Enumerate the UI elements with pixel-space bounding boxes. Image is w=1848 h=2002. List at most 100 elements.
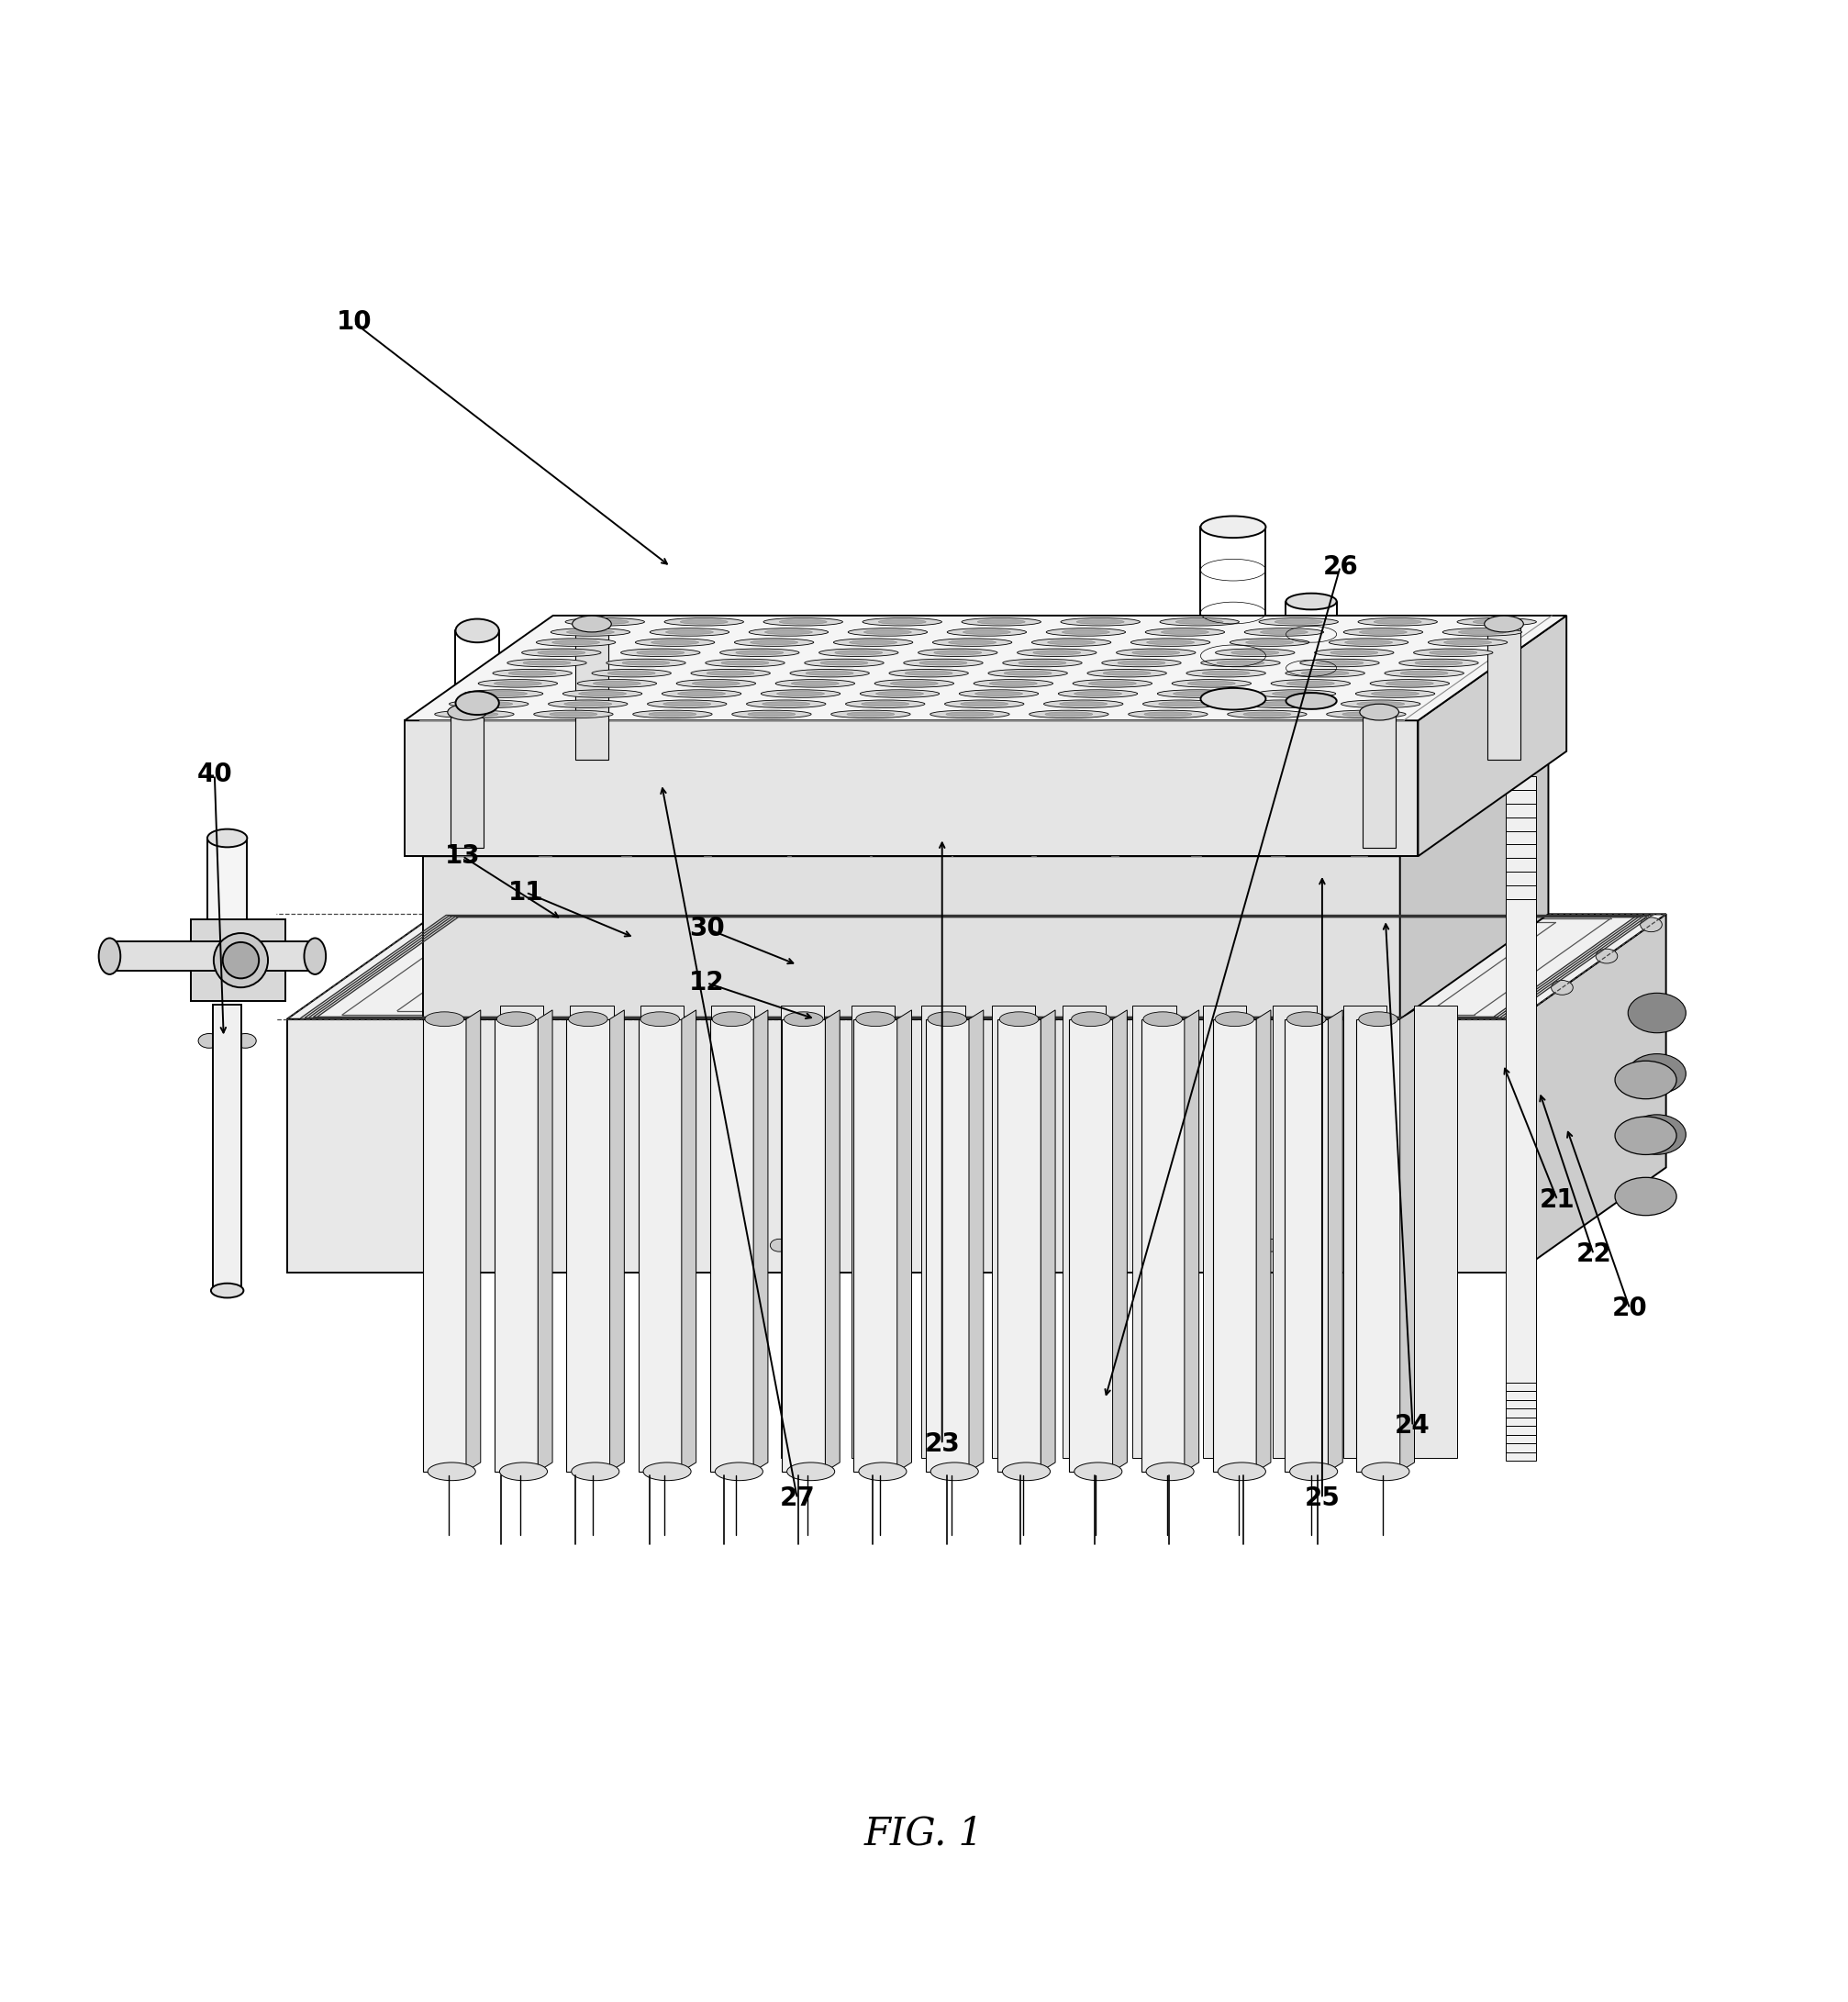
Ellipse shape: [1074, 691, 1122, 697]
Ellipse shape: [1641, 917, 1661, 931]
Ellipse shape: [1342, 713, 1390, 717]
Ellipse shape: [959, 691, 1039, 697]
Polygon shape: [782, 1019, 826, 1471]
Ellipse shape: [1061, 619, 1140, 627]
Polygon shape: [1284, 1019, 1329, 1471]
Ellipse shape: [846, 713, 894, 717]
Polygon shape: [1517, 915, 1667, 1273]
Ellipse shape: [1201, 517, 1266, 539]
Polygon shape: [1506, 871, 1536, 1399]
Ellipse shape: [534, 711, 614, 719]
Polygon shape: [1112, 1011, 1127, 1471]
Ellipse shape: [493, 669, 573, 677]
Ellipse shape: [1077, 619, 1124, 625]
Text: 12: 12: [689, 971, 724, 995]
Ellipse shape: [734, 639, 813, 647]
Ellipse shape: [833, 639, 913, 647]
Polygon shape: [1417, 615, 1567, 857]
Ellipse shape: [665, 631, 713, 635]
Ellipse shape: [1131, 639, 1210, 647]
Polygon shape: [451, 713, 484, 847]
Ellipse shape: [1201, 689, 1266, 711]
Ellipse shape: [632, 711, 711, 719]
Polygon shape: [405, 615, 1567, 721]
Ellipse shape: [804, 659, 883, 667]
Ellipse shape: [1074, 679, 1151, 687]
Ellipse shape: [663, 701, 711, 707]
Ellipse shape: [1373, 619, 1421, 625]
Ellipse shape: [641, 1011, 680, 1027]
Ellipse shape: [1371, 691, 1419, 697]
Polygon shape: [286, 915, 1667, 1019]
Ellipse shape: [819, 649, 898, 657]
Polygon shape: [1273, 1005, 1316, 1457]
Polygon shape: [782, 1005, 824, 1457]
Polygon shape: [854, 1019, 896, 1471]
Ellipse shape: [536, 639, 615, 647]
Ellipse shape: [427, 1461, 475, 1481]
Ellipse shape: [623, 661, 669, 665]
Ellipse shape: [765, 631, 813, 635]
Ellipse shape: [647, 701, 726, 709]
Ellipse shape: [1286, 593, 1336, 609]
Polygon shape: [207, 839, 248, 955]
Ellipse shape: [1329, 639, 1408, 647]
Polygon shape: [1414, 1005, 1458, 1457]
Polygon shape: [1040, 1011, 1055, 1471]
Ellipse shape: [1144, 1011, 1183, 1027]
Ellipse shape: [1615, 1177, 1676, 1215]
Ellipse shape: [1628, 1115, 1685, 1155]
Ellipse shape: [989, 669, 1068, 677]
Ellipse shape: [1116, 649, 1196, 657]
Ellipse shape: [946, 713, 994, 717]
Ellipse shape: [736, 651, 784, 655]
Ellipse shape: [1231, 651, 1279, 655]
Ellipse shape: [859, 691, 939, 697]
Ellipse shape: [1173, 691, 1222, 697]
Ellipse shape: [1260, 631, 1308, 635]
Ellipse shape: [1018, 661, 1066, 665]
Ellipse shape: [1172, 679, 1251, 687]
Polygon shape: [754, 1011, 769, 1471]
Text: 10: 10: [336, 310, 371, 334]
Ellipse shape: [976, 691, 1022, 697]
Polygon shape: [1133, 1005, 1175, 1457]
Ellipse shape: [1458, 631, 1506, 635]
Ellipse shape: [578, 691, 626, 697]
Text: 11: 11: [508, 879, 543, 905]
Ellipse shape: [1244, 713, 1292, 717]
Polygon shape: [286, 1019, 1517, 1273]
Ellipse shape: [920, 661, 967, 665]
Ellipse shape: [662, 691, 741, 697]
Polygon shape: [826, 1011, 839, 1471]
Ellipse shape: [1484, 617, 1523, 633]
Polygon shape: [1506, 817, 1536, 1435]
Ellipse shape: [1275, 619, 1323, 625]
Text: 23: 23: [924, 1431, 959, 1457]
Ellipse shape: [933, 639, 1013, 647]
Ellipse shape: [780, 619, 826, 625]
Ellipse shape: [904, 659, 983, 667]
Ellipse shape: [1072, 1011, 1111, 1027]
Ellipse shape: [678, 691, 724, 697]
Polygon shape: [1506, 777, 1536, 1461]
Ellipse shape: [693, 681, 739, 687]
Ellipse shape: [1216, 649, 1295, 657]
Ellipse shape: [1369, 679, 1449, 687]
Ellipse shape: [1316, 661, 1364, 665]
Ellipse shape: [747, 701, 826, 709]
Ellipse shape: [1146, 629, 1225, 637]
Ellipse shape: [1186, 669, 1266, 677]
Ellipse shape: [643, 1461, 691, 1481]
Ellipse shape: [1101, 659, 1181, 667]
Polygon shape: [569, 1005, 614, 1457]
Ellipse shape: [1384, 669, 1464, 677]
Ellipse shape: [449, 701, 529, 709]
Ellipse shape: [706, 671, 754, 675]
Ellipse shape: [776, 679, 856, 687]
Polygon shape: [565, 1019, 610, 1471]
Ellipse shape: [1597, 949, 1617, 963]
Ellipse shape: [1360, 705, 1399, 721]
Ellipse shape: [806, 671, 854, 675]
Ellipse shape: [1000, 1011, 1039, 1027]
